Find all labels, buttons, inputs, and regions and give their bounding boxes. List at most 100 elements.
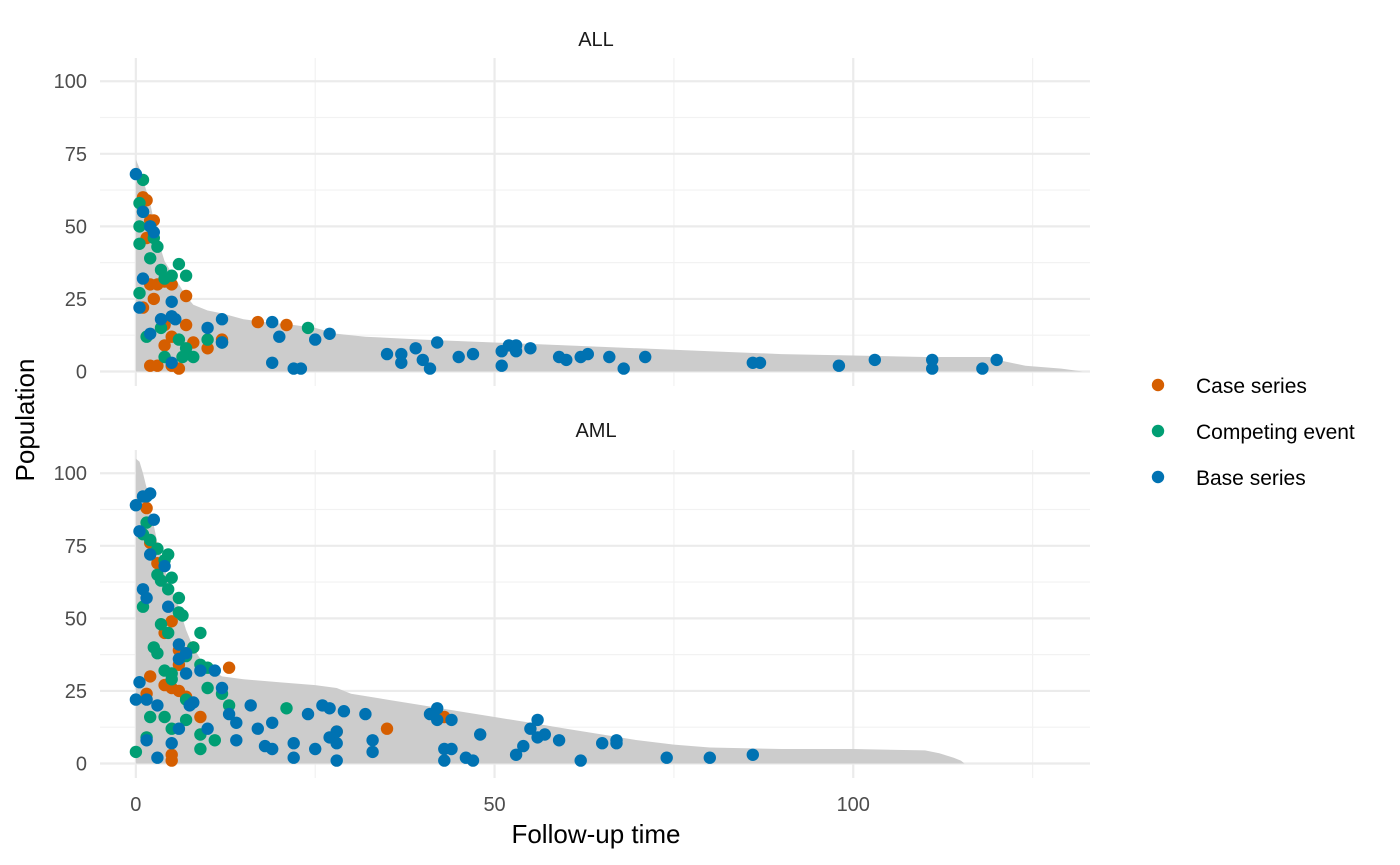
base-series-point <box>162 600 175 613</box>
competing-event-point <box>154 618 168 631</box>
x-axis: 0 50 100 <box>130 794 870 816</box>
base-series-point <box>266 356 279 369</box>
base-series-point <box>194 664 207 677</box>
base-series-point <box>165 737 178 750</box>
base-series-point <box>172 638 186 651</box>
base-series-point <box>154 313 168 326</box>
base-series-point <box>746 748 759 761</box>
base-series-point <box>452 350 465 364</box>
case-series-point <box>222 661 236 674</box>
base-series-point <box>431 713 444 727</box>
base-series-point <box>431 336 444 349</box>
base-series-point <box>524 342 537 355</box>
competing-event-point <box>222 699 236 712</box>
base-series-point <box>165 356 178 369</box>
population-area <box>135 458 965 764</box>
base-series-point <box>323 327 336 340</box>
legend: Case series Competing event Base series <box>1151 375 1355 490</box>
base-series-point <box>639 350 652 364</box>
base-series-point <box>603 350 616 364</box>
competing-event-point <box>201 681 214 695</box>
base-series-point <box>753 356 767 369</box>
base-series-point <box>266 315 279 329</box>
panel-title-all: ALL <box>578 29 614 51</box>
base-series-point <box>140 734 153 747</box>
competing-event-point <box>179 713 193 727</box>
base-series-point <box>230 716 243 729</box>
base-series-point <box>538 728 551 741</box>
y-tick-label: 100 <box>54 71 87 93</box>
base-series-point <box>169 313 182 326</box>
competing-event-point <box>172 591 186 605</box>
base-series-point <box>366 734 379 747</box>
base-series-point <box>215 313 229 326</box>
base-series-point <box>337 705 351 718</box>
base-series-point <box>359 707 372 721</box>
base-series-point <box>438 754 451 767</box>
base-series-point <box>165 295 178 308</box>
competing-event-point <box>165 269 178 282</box>
competing-event-point <box>194 742 207 756</box>
y-tick-label: 75 <box>65 536 87 558</box>
competing-event-point <box>172 333 186 346</box>
base-series-point <box>976 362 989 375</box>
x-tick-label: 50 <box>483 794 505 816</box>
base-series-point <box>179 667 193 680</box>
base-series-point <box>309 742 322 756</box>
base-series-point <box>251 722 264 735</box>
base-series-point <box>926 353 939 367</box>
base-series-point <box>222 707 236 721</box>
base-series-point <box>144 487 157 500</box>
base-series-point <box>509 748 523 761</box>
y-tick-label: 75 <box>65 144 87 166</box>
base-series-point <box>832 359 846 372</box>
base-series-point <box>158 559 171 573</box>
base-series-point <box>330 725 343 738</box>
y-tick-label: 25 <box>65 681 87 703</box>
case-series-point <box>165 754 178 767</box>
base-series-point <box>431 702 444 715</box>
base-series-point <box>187 696 200 709</box>
base-series-point <box>140 591 153 605</box>
x-tick-label: 100 <box>837 794 870 816</box>
case-series-point <box>158 339 171 352</box>
y-tick-label: 0 <box>76 361 87 383</box>
base-series-point <box>574 754 587 767</box>
base-series-points <box>129 167 1003 375</box>
competing-event-point <box>172 257 186 271</box>
case-series-point <box>251 315 264 329</box>
base-series-point <box>301 707 315 721</box>
legend-key <box>1151 424 1165 438</box>
competing-event-point <box>301 321 315 335</box>
base-series-point <box>395 356 408 369</box>
base-series-point <box>201 321 214 335</box>
legend-label: Case series <box>1196 375 1307 398</box>
case-series-point <box>380 722 394 735</box>
base-series-point <box>517 739 530 753</box>
y-axis-title: Population <box>10 359 40 482</box>
case-series-point <box>140 501 153 515</box>
case-series-point <box>151 359 164 372</box>
legend-item: Base series <box>1151 467 1306 490</box>
base-series-point <box>294 362 308 375</box>
legend-item: Competing event <box>1151 421 1355 444</box>
base-series-point <box>208 664 221 677</box>
y-tick-label: 50 <box>65 216 87 238</box>
base-series-point <box>926 362 939 375</box>
base-series-point <box>660 751 673 764</box>
legend-key <box>1151 378 1165 392</box>
base-series-point <box>172 722 186 735</box>
competing-event-point <box>158 710 171 724</box>
panel-title-aml: AML <box>575 420 616 442</box>
legend-key <box>1151 470 1165 484</box>
base-series-point <box>330 737 343 750</box>
base-series-point <box>215 681 229 695</box>
base-series-point <box>133 676 146 689</box>
base-series-point <box>144 327 157 340</box>
competing-event-point <box>144 252 157 265</box>
base-series-point <box>147 513 160 526</box>
base-series-point <box>244 699 257 712</box>
panel-all: ALL 0 25 50 75 100 <box>54 29 1090 386</box>
base-series-point <box>266 742 279 756</box>
